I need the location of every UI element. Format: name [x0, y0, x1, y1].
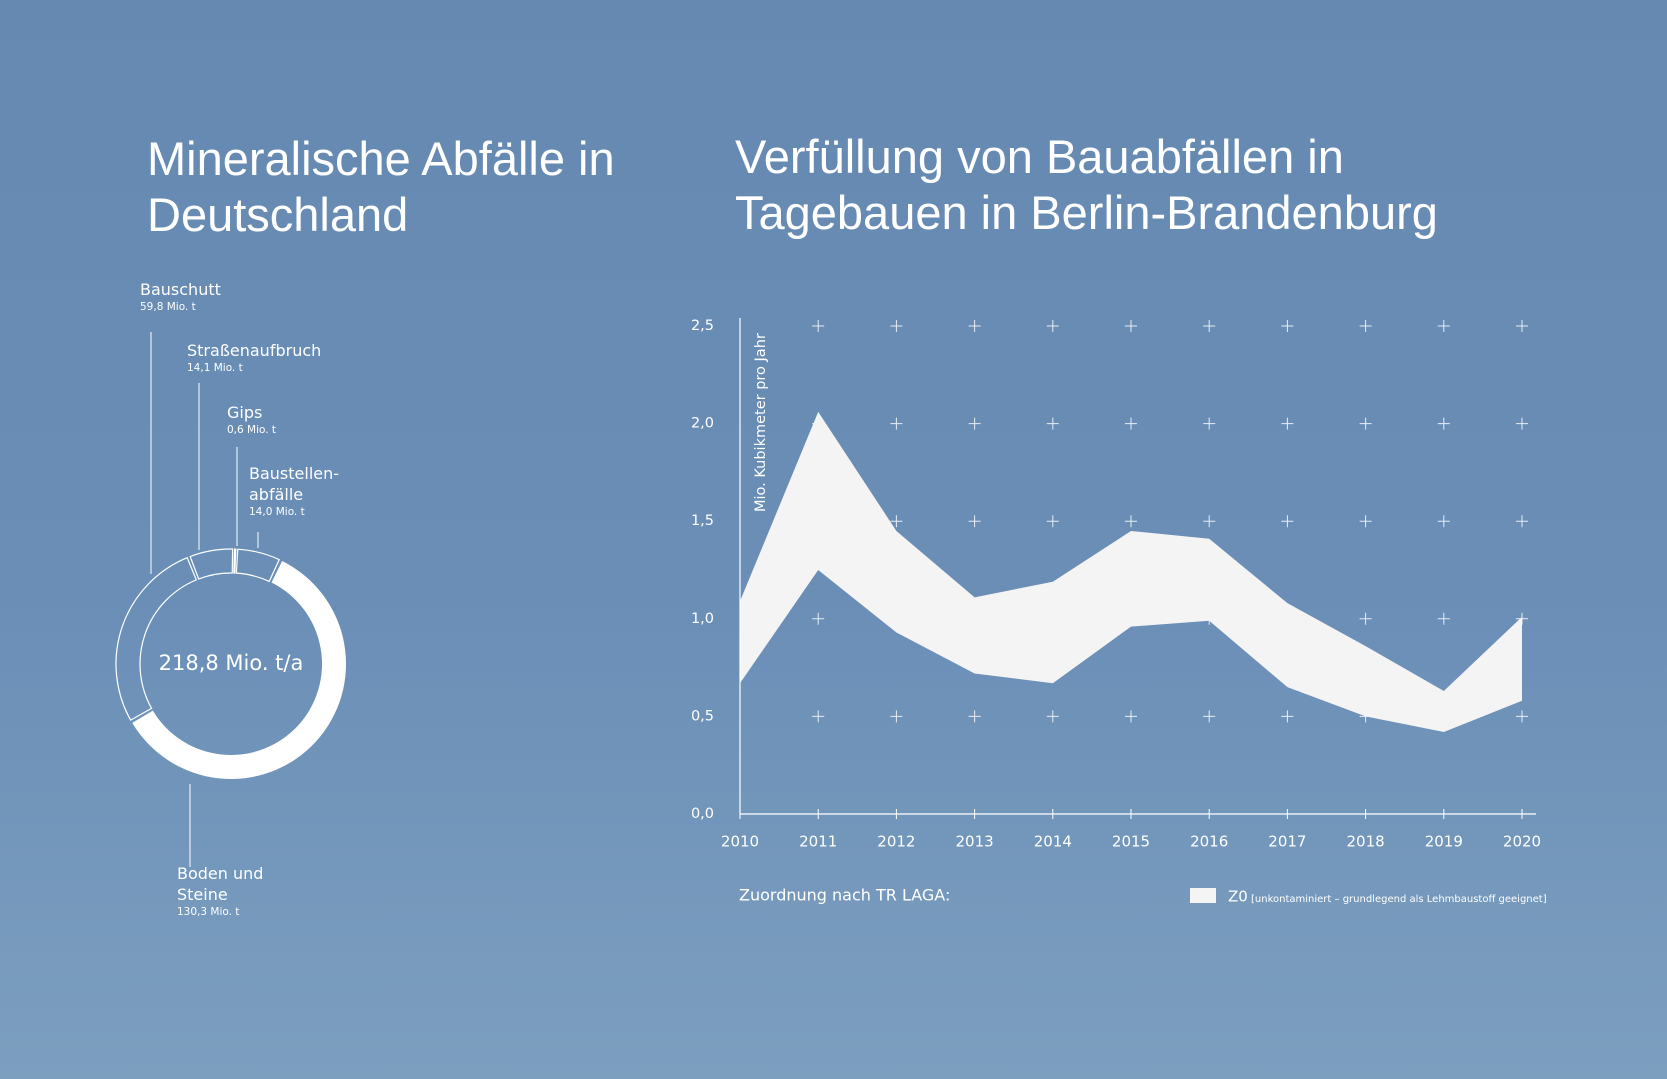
area-title: Verfüllung von Bauabfällen in Tagebauen … — [735, 130, 1438, 239]
grid-plus — [890, 710, 903, 723]
y-tick-label: 1,5 — [691, 513, 714, 529]
y-tick-label: 2,5 — [691, 318, 714, 334]
grid-plus — [1125, 320, 1137, 332]
grid-plus — [1359, 515, 1372, 528]
y-axis-label: Mio. Kubikmeter pro Jahr — [753, 333, 769, 512]
grid-plus — [1281, 320, 1294, 332]
donut-title: Mineralische Abfälle in Deutschland — [147, 132, 615, 241]
donut-slice — [235, 548, 281, 583]
donut-slice — [115, 556, 198, 721]
center-label: 218,8 Mio. t/a — [159, 651, 304, 675]
grid-plus — [1046, 710, 1059, 723]
slice-label: Baustellen-abfälle — [249, 464, 340, 504]
grid-plus — [890, 417, 903, 430]
grid-plus — [1125, 710, 1137, 723]
y-tick-label: 2,0 — [691, 416, 714, 432]
grid-plus — [1437, 515, 1450, 528]
grid-plus — [968, 320, 981, 332]
grid-plus — [1281, 417, 1294, 430]
x-tick-label: 2013 — [956, 833, 994, 851]
donut-slice — [233, 548, 237, 574]
grid-plus — [1359, 417, 1372, 430]
slice-value: 59,8 Mio. t — [140, 301, 196, 313]
legend-name: Z0 — [1228, 888, 1248, 906]
grid-plus — [1203, 515, 1216, 528]
legend-description: [unkontaminiert – grundlegend als Lehmba… — [1251, 894, 1547, 905]
legend-swatch — [1190, 888, 1216, 903]
y-tick-label: 1,0 — [691, 611, 714, 627]
slice-value: 130,3 Mio. t — [177, 906, 240, 918]
grid-plus — [968, 710, 981, 723]
grid-plus — [1203, 320, 1216, 332]
grid-plus — [1359, 320, 1372, 332]
legend-title: Zuordnung nach TR LAGA: — [739, 886, 950, 905]
grid-plus — [812, 710, 825, 723]
grid-plus — [890, 515, 903, 528]
grid-plus — [1516, 710, 1528, 723]
x-tick-label: 2019 — [1425, 833, 1463, 851]
x-tick-label: 2014 — [1034, 833, 1072, 851]
grid-plus — [1281, 515, 1294, 528]
grid-plus — [1516, 515, 1528, 528]
x-tick-label: 2012 — [877, 833, 915, 851]
grid-plus — [890, 320, 903, 332]
grid-plus — [968, 515, 981, 528]
grid-plus — [1437, 612, 1450, 625]
grid-plus — [812, 612, 825, 625]
x-tick-label: 2020 — [1503, 833, 1541, 851]
slice-label: Boden und Steine — [177, 864, 264, 904]
grid-plus — [1516, 417, 1528, 430]
grid-plus — [1046, 515, 1059, 528]
slice-value: 14,1 Mio. t — [187, 362, 243, 374]
slice-value: 0,6 Mio. t — [227, 424, 277, 436]
x-tick-label: 2018 — [1347, 833, 1385, 851]
grid-plus — [1281, 710, 1294, 723]
x-tick-label: 2010 — [721, 833, 759, 851]
grid-plus — [1046, 417, 1059, 430]
y-tick-label: 0,5 — [691, 708, 714, 724]
slice-label: Bauschutt — [140, 280, 221, 299]
grid-plus — [1046, 320, 1059, 332]
y-tick-label: 0,0 — [691, 806, 714, 822]
range-area — [740, 411, 1522, 733]
grid-plus — [1125, 515, 1137, 528]
grid-plus — [968, 417, 981, 430]
grid-plus — [1203, 417, 1216, 430]
grid-plus — [1437, 417, 1450, 430]
slice-value: 14,0 Mio. t — [249, 506, 305, 518]
grid-plus — [1359, 612, 1372, 625]
x-tick-label: 2016 — [1190, 833, 1228, 851]
slice-label: Straßenaufbruch — [187, 341, 322, 360]
grid-plus — [1437, 320, 1450, 332]
donut-slice — [189, 548, 234, 580]
grid-plus — [1203, 710, 1216, 723]
slice-label: Gips — [227, 403, 263, 422]
x-tick-label: 2011 — [799, 833, 837, 851]
grid-plus — [812, 320, 825, 332]
grid-plus — [1516, 320, 1528, 332]
grid-plus — [1125, 417, 1137, 430]
x-tick-label: 2017 — [1268, 833, 1306, 851]
x-tick-label: 2015 — [1112, 833, 1150, 851]
